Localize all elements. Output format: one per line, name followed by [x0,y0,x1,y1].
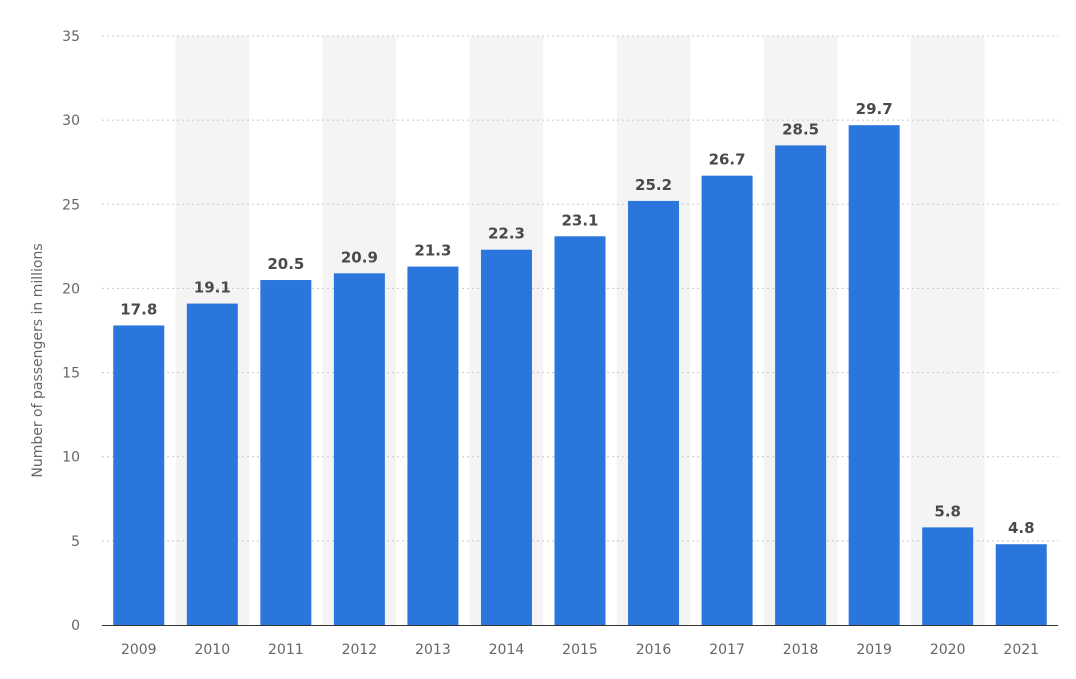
y-tick-15: 15 [62,366,80,382]
x-tick-2011: 2011 [268,642,304,658]
data-label-2012: 20.9 [341,248,378,266]
x-axis-ticks: 2009 2010 2011 2012 2013 2014 2015 2016 2017 2018… [121,642,1039,658]
x-tick-2015: 2015 [562,642,598,658]
bar-2012[interactable] [333,273,385,625]
y-tick-10: 10 [62,450,80,466]
bar-2011[interactable] [260,280,312,625]
bars [113,125,1047,626]
data-labels: 17.8 19.1 20.5 20.9 21.3 22.3 23.1 25.2 26.7 28.5… [120,100,1034,537]
data-label-2010: 19.1 [194,279,231,297]
bar-2015[interactable] [554,236,606,625]
y-tick-0: 0 [71,618,80,634]
y-tick-35: 35 [62,29,80,45]
bar-2018[interactable] [775,145,827,625]
bar-2017[interactable] [701,175,753,626]
y-axis-ticks: 0 5 10 15 20 25 30 35 [62,29,80,634]
y-tick-20: 20 [62,281,80,297]
bar-2009[interactable] [113,325,165,625]
x-tick-2018: 2018 [783,642,819,658]
data-label-2009: 17.8 [120,300,157,318]
band-2020 [910,36,985,625]
data-label-2018: 28.5 [782,120,819,138]
x-tick-2012: 2012 [342,642,378,658]
data-label-2016: 25.2 [635,176,672,194]
data-label-2015: 23.1 [561,211,598,229]
x-tick-2013: 2013 [415,642,451,658]
data-label-2011: 20.5 [267,255,304,273]
data-label-2013: 21.3 [414,242,451,260]
x-tick-2019: 2019 [856,642,892,658]
data-label-2014: 22.3 [488,225,525,243]
data-label-2020: 5.8 [934,502,961,520]
y-tick-25: 25 [62,197,80,213]
data-label-2017: 26.7 [709,151,746,169]
x-tick-2020: 2020 [930,642,966,658]
bar-2014[interactable] [480,249,532,626]
data-label-2019: 29.7 [856,100,893,118]
bar-2021[interactable] [995,544,1047,625]
bar-2010[interactable] [186,303,238,625]
data-label-2021: 4.8 [1008,519,1035,537]
y-tick-5: 5 [71,534,80,550]
bar-2016[interactable] [628,200,680,626]
x-tick-2017: 2017 [709,642,745,658]
x-tick-2010: 2010 [194,642,230,658]
bar-2013[interactable] [407,266,459,625]
x-tick-2009: 2009 [121,642,157,658]
x-tick-2021: 2021 [1003,642,1039,658]
bar-2019[interactable] [848,125,900,625]
x-tick-2016: 2016 [636,642,672,658]
bar-2020[interactable] [922,527,974,625]
y-axis-title: Number of passengers in millions [30,243,46,477]
y-tick-30: 30 [62,113,80,129]
x-tick-2014: 2014 [489,642,525,658]
